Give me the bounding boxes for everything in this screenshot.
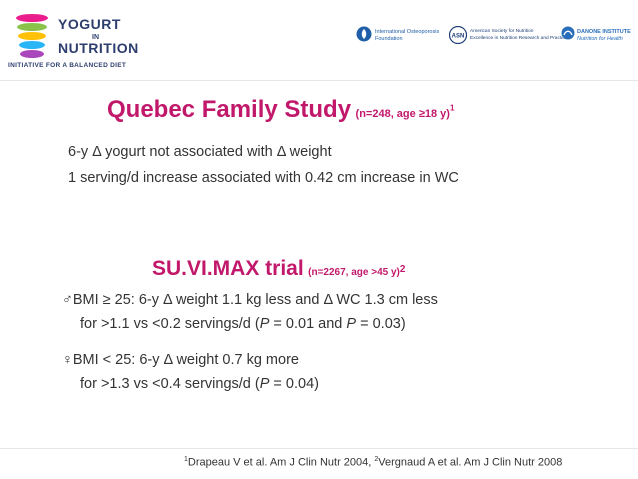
- female-finding-line2: for >1.3 vs <0.4 servings/d (P = 0.04): [80, 376, 319, 392]
- partner-danone: DANONE INSTITUTE Nutrition for Health: [561, 26, 633, 46]
- male-p-value-2: = 0.03): [356, 316, 406, 332]
- male-finding-line2: for >1.1 vs <0.2 servings/d (P = 0.01 an…: [80, 316, 406, 332]
- footer-citation-1: Drapeau V et al. Am J Clin Nutr 2004,: [187, 456, 375, 469]
- footer-ref-1: 1: [184, 456, 188, 463]
- iof-name-line1: International Osteoporosis: [375, 29, 440, 35]
- footer-divider: [0, 448, 638, 449]
- references-footer: 1Drapeau V et al. Am J Clin Nutr 2004, 2…: [184, 456, 562, 469]
- logo-word-yogurt: YOGURT: [58, 16, 121, 32]
- female-symbol-icon: ♀: [62, 352, 73, 368]
- female-finding-line1: ♀BMI < 25: 6-y Δ weight 0.7 kg more: [62, 352, 299, 368]
- female-p-label: P: [259, 376, 270, 392]
- slide-header: YOGURT IN NUTRITION INITIATIVE FOR A BAL…: [0, 0, 638, 80]
- suvimax-heading: SU.VI.MAX trial: [152, 257, 304, 280]
- female-bmi-text: BMI < 25: 6-y Δ weight 0.7 kg more: [72, 352, 299, 368]
- male-p-value-1: = 0.01 and: [269, 316, 347, 332]
- danone-name-line1: DANONE INSTITUTE: [577, 29, 631, 35]
- quebec-finding-1: 6-y Δ yogurt not associated with Δ weigh…: [68, 144, 332, 160]
- logo-word-in: IN: [92, 34, 99, 41]
- footer-ref-2: 2: [374, 456, 379, 463]
- section1-title: Quebec Family Study (n=248, age ≥18 y)1: [107, 96, 454, 124]
- male-bmi-text: BMI ≥ 25: 6-y Δ weight 1.1 kg less and Δ…: [72, 292, 438, 308]
- yogurt-cups-icon: [16, 14, 48, 58]
- male-finding-line1: ♂BMI ≥ 25: 6-y Δ weight 1.1 kg less and …: [62, 292, 438, 308]
- male-servings-text: for >1.1 vs <0.2 servings/d (: [80, 316, 260, 332]
- section2-title: SU.VI.MAX trial (n=2267, age >45 y)2: [152, 257, 405, 281]
- suvimax-ref: 2: [399, 264, 406, 275]
- asn-icon: ASN: [449, 26, 467, 44]
- male-p-label: P: [259, 316, 270, 332]
- female-servings-text: for >1.3 vs <0.4 servings/d (: [80, 376, 260, 392]
- partner-asn: ASN American Society for Nutrition Excel…: [449, 26, 567, 46]
- iof-icon: [356, 26, 372, 42]
- female-p-value: = 0.04): [269, 376, 319, 392]
- yogurt-in-nutrition-logo: YOGURT IN NUTRITION INITIATIVE FOR A BAL…: [8, 8, 138, 70]
- quebec-study-ref: 1: [449, 103, 455, 113]
- logo-tagline: INITIATIVE FOR A BALANCED DIET: [8, 62, 127, 69]
- iof-name-line2: Foundation: [375, 35, 403, 42]
- header-divider: [0, 80, 638, 81]
- suvimax-subtitle: (n=2267, age >45 y): [308, 267, 400, 278]
- danone-icon: [561, 26, 575, 40]
- footer-citation-2: Vergnaud A et al. Am J Clin Nutr 2008: [378, 456, 563, 469]
- male-symbol-icon: ♂: [62, 292, 73, 308]
- asn-name-line1: American Society for Nutrition: [470, 29, 534, 34]
- quebec-study-heading: Quebec Family Study: [107, 96, 352, 123]
- quebec-study-subtitle: (n=248, age ≥18 y): [355, 108, 450, 120]
- male-p-label-2: P: [346, 316, 357, 332]
- logo-word-nutrition: NUTRITION: [58, 40, 139, 56]
- partner-iof: International Osteoporosis Foundation: [356, 26, 440, 46]
- asn-name-line2: Excellence in Nutrition Research and Pra…: [470, 35, 568, 41]
- svg-text:ASN: ASN: [452, 34, 465, 40]
- danone-name-line2: Nutrition for Health: [577, 35, 623, 42]
- quebec-finding-2: 1 serving/d increase associated with 0.4…: [68, 170, 459, 186]
